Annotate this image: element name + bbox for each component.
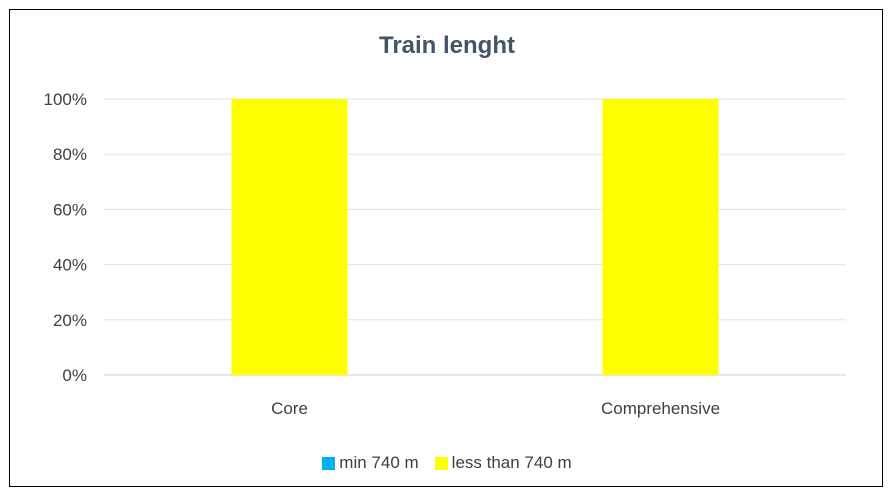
y-tick-label: 60% <box>53 200 87 219</box>
chart-frame <box>9 9 883 487</box>
legend-label-less-than-740: less than 740 m <box>451 453 572 472</box>
y-tick-label: 20% <box>53 311 87 330</box>
chart-title: Train lenght <box>378 32 515 59</box>
y-tick-label: 40% <box>53 256 87 275</box>
y-tick-label: 0% <box>62 366 87 385</box>
legend-swatch-less-than-740 <box>434 456 448 470</box>
legend: min 740 m less than 740 m <box>0 453 894 473</box>
legend-item-less-than-740: less than 740 m <box>434 453 572 473</box>
legend-label-min-740: min 740 m <box>339 453 419 472</box>
x-tick-label: Comprehensive <box>601 399 720 418</box>
bar-core-series-1 <box>231 99 348 375</box>
y-tick-label: 80% <box>53 145 87 164</box>
legend-swatch-min-740 <box>322 456 336 470</box>
bar-comprehensive-series-1 <box>602 99 719 375</box>
x-tick-label: Core <box>271 399 308 418</box>
legend-item-min-740: min 740 m <box>322 453 419 473</box>
y-tick-label: 100% <box>44 90 87 109</box>
